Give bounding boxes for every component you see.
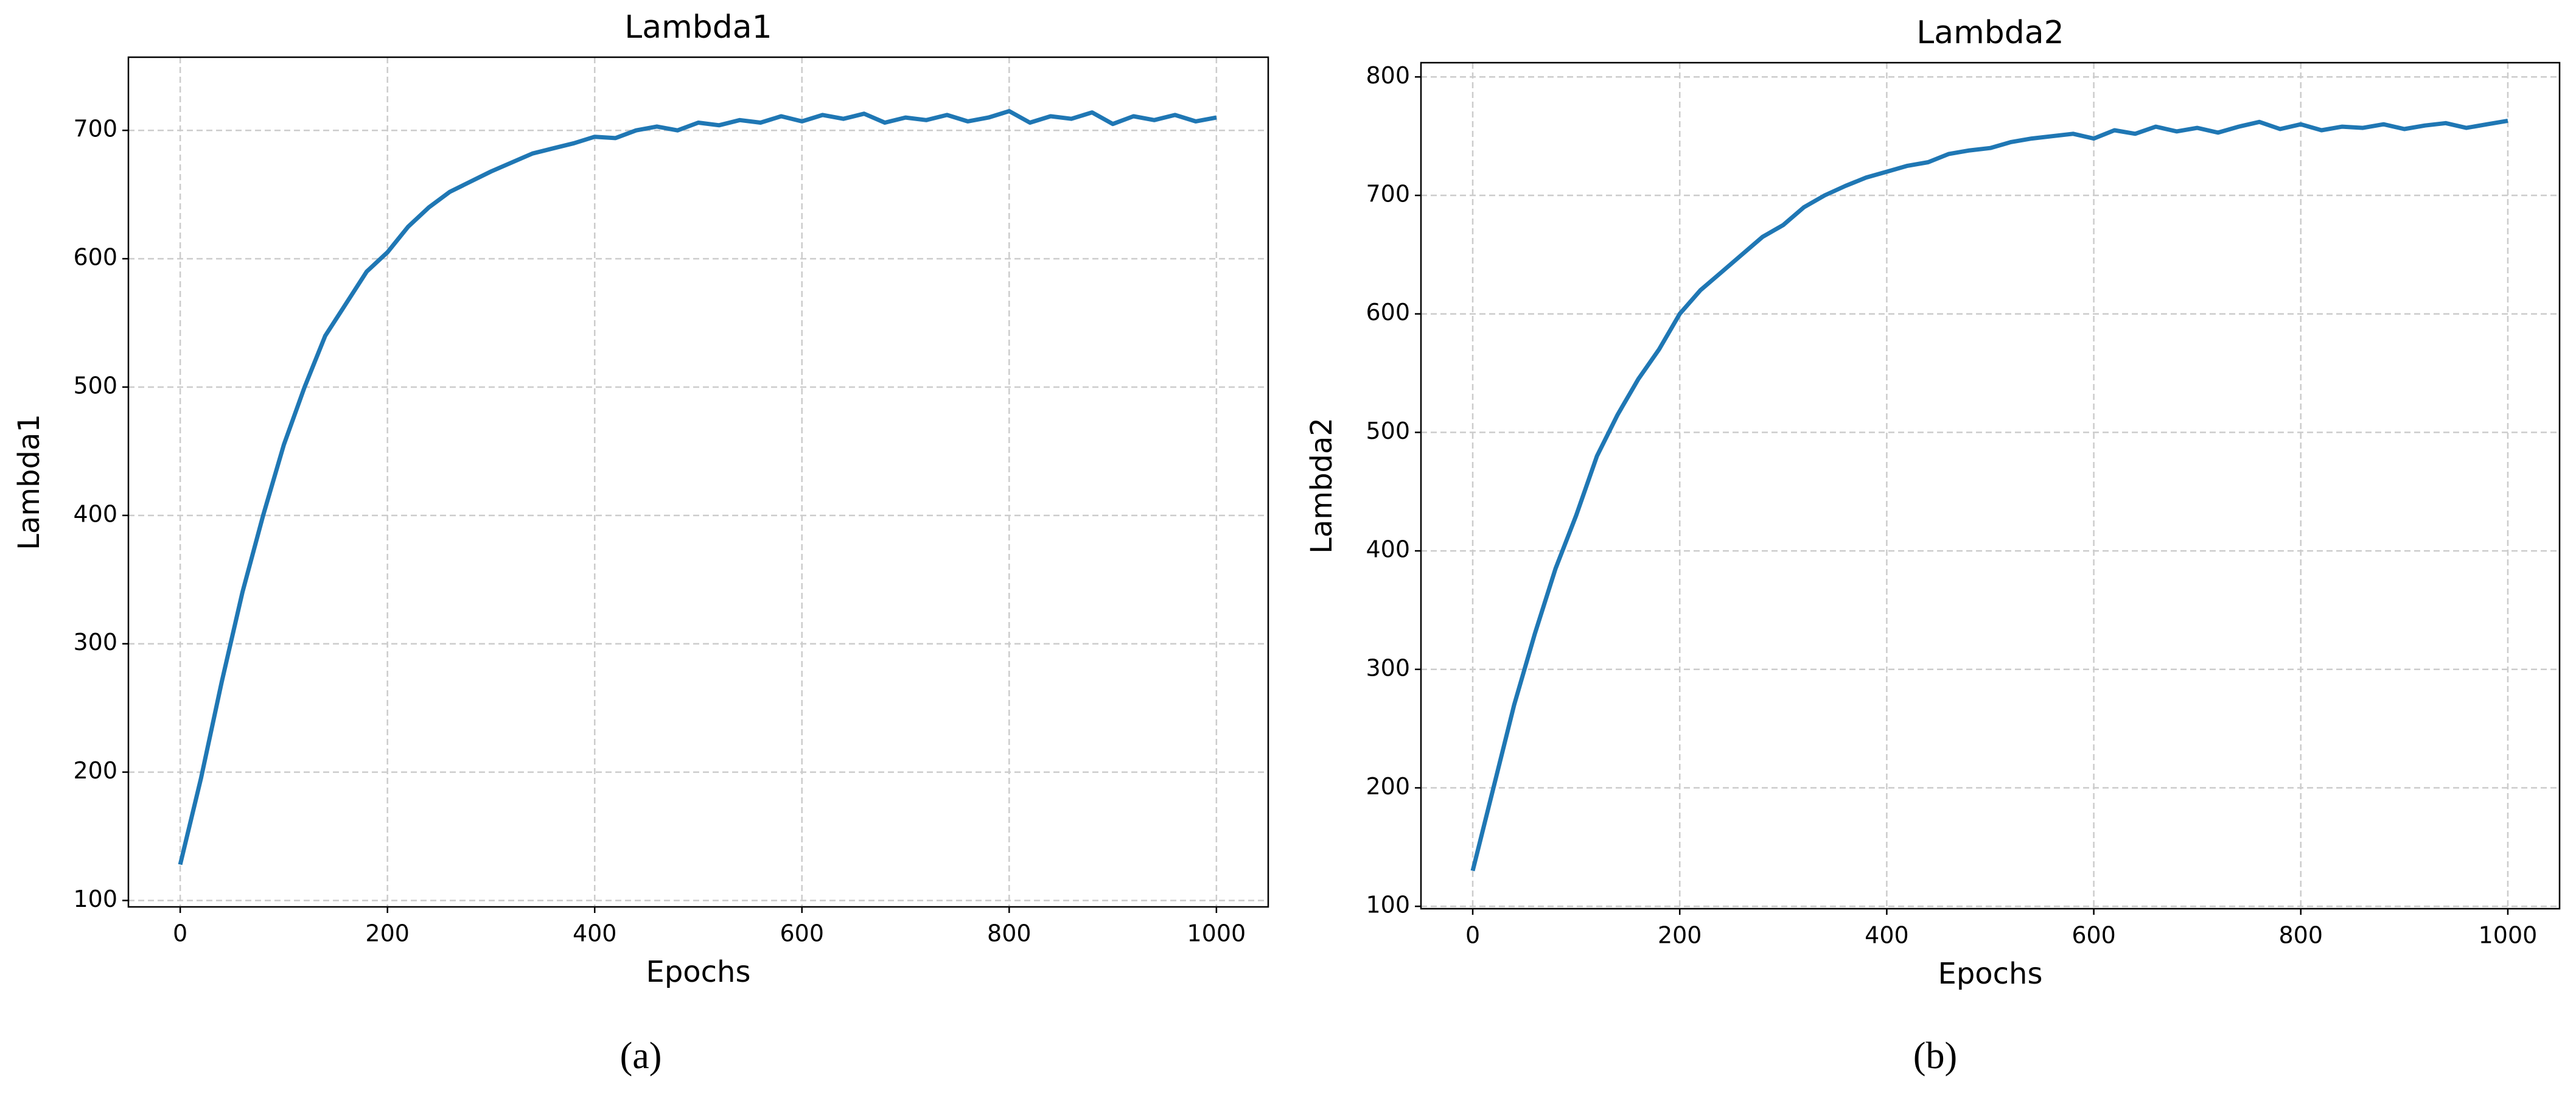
x-tick-label: 800 (2279, 922, 2323, 949)
y-tick-label: 800 (1366, 62, 1410, 89)
data-line (178, 109, 1217, 865)
x-tick-label: 200 (1658, 922, 1702, 949)
chart-title: Lambda2 (1916, 15, 2064, 51)
y-tick-label: 200 (1366, 773, 1410, 800)
x-tick-label: 0 (173, 920, 187, 947)
x-axis-label: Epochs (1938, 957, 2043, 991)
y-tick-label: 700 (1366, 181, 1410, 208)
y-tick-label: 200 (73, 757, 117, 784)
plot-frame (127, 56, 1269, 908)
x-axis-label: Epochs (646, 955, 751, 989)
y-axis-label: Lambda2 (1305, 418, 1339, 554)
data-line (1470, 118, 2508, 872)
caption: (b) (1913, 1035, 1957, 1077)
x-tick-label: 600 (2072, 922, 2116, 949)
y-tick-label: 100 (73, 886, 117, 912)
x-tick-label: 600 (780, 920, 825, 947)
y-tick-label: 400 (1366, 536, 1410, 563)
y-tick-label: 500 (73, 372, 117, 399)
y-axis-label: Lambda1 (12, 414, 46, 550)
y-tick-label: 300 (73, 629, 117, 656)
y-tick-label: 600 (73, 244, 117, 271)
caption: (a) (620, 1035, 662, 1077)
x-tick-label: 200 (365, 920, 410, 947)
y-tick-label: 500 (1366, 418, 1410, 444)
y-tick-label: 300 (1366, 654, 1410, 681)
x-tick-label: 400 (573, 920, 617, 947)
y-tick-label: 400 (73, 500, 117, 527)
x-tick-label: 1000 (2479, 922, 2538, 949)
y-tick-label: 700 (73, 116, 117, 142)
x-tick-label: 0 (1465, 922, 1480, 949)
y-tick-label: 600 (1366, 299, 1410, 326)
x-tick-label: 1000 (1187, 920, 1246, 947)
x-tick-label: 800 (987, 920, 1031, 947)
plot-frame (1420, 61, 2561, 910)
chart-title: Lambda1 (624, 9, 772, 46)
y-tick-label: 100 (1366, 892, 1410, 918)
x-tick-label: 400 (1865, 922, 1909, 949)
